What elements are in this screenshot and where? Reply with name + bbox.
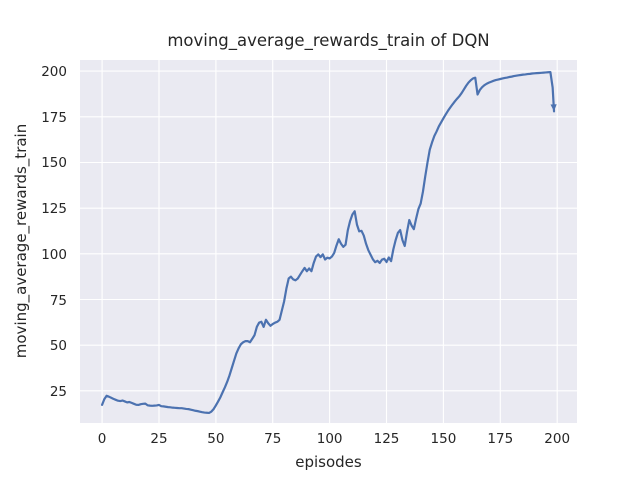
y-tick-label: 25 <box>49 383 67 400</box>
y-tick-label: 150 <box>41 155 67 172</box>
plot-area <box>80 60 577 423</box>
series-line <box>100 70 556 415</box>
y-tick-label: 100 <box>41 246 67 263</box>
chart-title: moving_average_rewards_train of DQN <box>167 31 490 50</box>
line-end-arrow <box>550 104 557 112</box>
y-tick-label: 200 <box>41 64 67 81</box>
x-tick-label: 75 <box>264 431 282 447</box>
y-tick-label: 175 <box>41 109 67 126</box>
y-tick-label: 75 <box>49 292 67 309</box>
y-tick-label: 50 <box>49 338 67 355</box>
x-axis-label: episodes <box>295 453 362 471</box>
x-tick-label: 150 <box>430 431 457 447</box>
x-tick-label: 25 <box>150 431 168 447</box>
x-tick-label: 125 <box>373 431 400 447</box>
x-tick-label: 100 <box>316 431 343 447</box>
x-tick-label: 200 <box>544 431 571 447</box>
y-tick-label: 125 <box>41 201 67 218</box>
x-tick-label: 50 <box>207 431 225 447</box>
x-tick-label: 175 <box>487 431 514 447</box>
x-tick-label: 0 <box>97 431 107 447</box>
